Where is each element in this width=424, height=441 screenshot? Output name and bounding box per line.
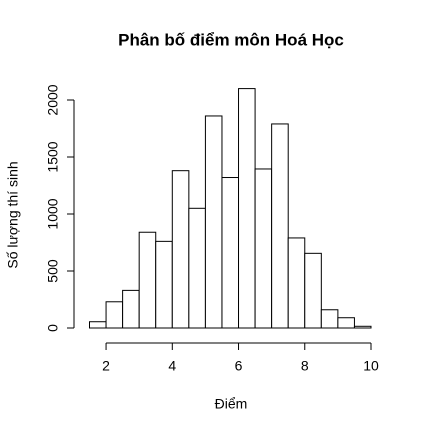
y-tick-label: 1000	[45, 198, 61, 229]
bar	[105, 301, 124, 329]
bar	[238, 88, 256, 329]
bar	[353, 325, 372, 329]
bar	[320, 309, 339, 329]
x-axis-label: Điểm	[215, 396, 248, 412]
bar	[171, 170, 190, 329]
chart-title: Phân bố điểm môn Hoá Học	[118, 30, 344, 49]
x-tick-label: 8	[301, 358, 309, 374]
bar	[271, 123, 289, 329]
bar	[287, 237, 306, 329]
y-tick-label: 0	[45, 324, 61, 332]
bar	[304, 252, 322, 329]
x-tick-label: 2	[102, 358, 110, 374]
y-tick-label: 500	[45, 259, 61, 283]
bar	[221, 177, 240, 329]
bar	[138, 231, 157, 329]
y-axis-label: Số lượng thí sinh	[5, 161, 21, 268]
bar	[204, 115, 223, 329]
x-tick-label: 10	[363, 358, 379, 374]
bar	[89, 321, 107, 329]
bar	[155, 240, 173, 329]
bar	[122, 289, 140, 329]
x-tick-label: 6	[235, 358, 243, 374]
x-tick-label: 4	[168, 358, 176, 374]
y-tick-label: 1500	[45, 141, 61, 172]
bar	[337, 317, 355, 329]
y-tick-label: 2000	[45, 84, 61, 115]
bar	[254, 168, 273, 329]
bar	[188, 207, 206, 329]
